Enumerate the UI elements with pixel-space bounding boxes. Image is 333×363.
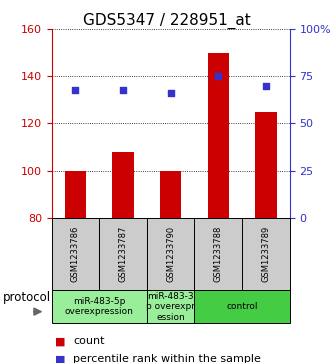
Point <box>121 87 126 93</box>
Point <box>216 73 221 79</box>
Text: miR-483-5p
overexpression: miR-483-5p overexpression <box>65 297 134 317</box>
Text: GSM1233790: GSM1233790 <box>166 226 175 282</box>
Bar <box>112 152 134 218</box>
Text: GSM1233787: GSM1233787 <box>119 226 128 282</box>
Bar <box>255 111 277 218</box>
Point <box>168 90 173 95</box>
Text: percentile rank within the sample: percentile rank within the sample <box>73 354 261 363</box>
Text: GSM1233788: GSM1233788 <box>214 226 223 282</box>
Text: GSM1233786: GSM1233786 <box>71 226 80 282</box>
Text: control: control <box>226 302 258 311</box>
Text: GDS5347 / 228951_at: GDS5347 / 228951_at <box>83 13 250 29</box>
Text: miR-483-3
p overexpr
ession: miR-483-3 p overexpr ession <box>146 292 195 322</box>
Text: count: count <box>73 336 105 346</box>
Bar <box>207 53 229 218</box>
Text: protocol: protocol <box>3 291 52 304</box>
Text: GSM1233789: GSM1233789 <box>261 226 270 282</box>
Text: ■: ■ <box>55 354 66 363</box>
Bar <box>160 171 181 218</box>
Bar <box>65 171 86 218</box>
Text: ■: ■ <box>55 336 66 346</box>
Point <box>73 87 78 93</box>
Point <box>263 83 268 89</box>
